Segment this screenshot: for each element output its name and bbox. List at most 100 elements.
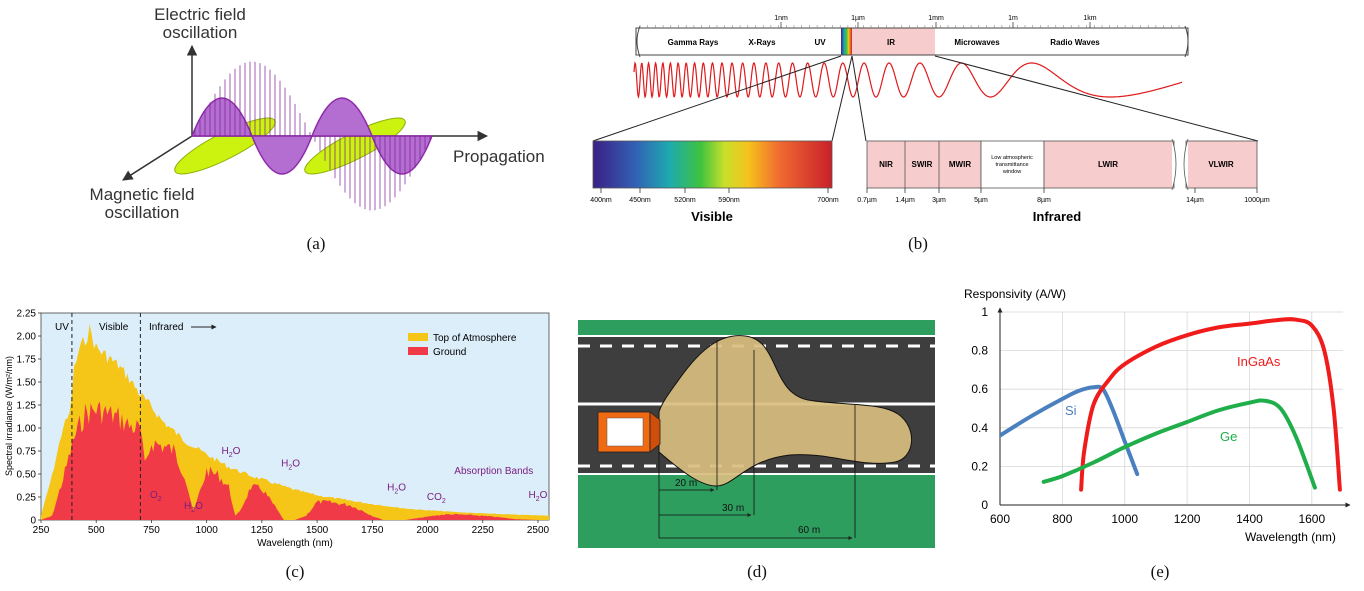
infrared-tick-5: 14µm [1186,197,1204,204]
e-series-line-2 [1041,398,1317,490]
band-x-rays: X-Rays [748,38,776,47]
c-xtick-0: 250 [33,525,50,536]
axis-magnetic [122,135,193,181]
c-xtick-2: 750 [143,525,160,536]
e-ytick-1: 0.2 [971,459,988,473]
c-xtick-5: 1500 [306,525,329,536]
c-xtick-7: 2000 [416,525,439,536]
infrared-title: Infrared [1033,209,1081,224]
visible-tick-4: 700nm [817,197,839,204]
c-annotation-2: O2 [150,490,162,503]
panel-b-em-spectrum: 1nm 1µm 1mm 1m 1km Gamma Rays X-Rays UV IR M… [590,15,1270,253]
electric-field-label-line2: oscillation [163,23,238,42]
e-ytick-2: 0.4 [971,421,988,435]
c-ytick-2: 0.50 [17,470,37,481]
visible-gradient-bar [592,140,833,189]
ir-band-swir: SWIR [912,160,933,169]
c-ytick-4: 1.00 [17,424,37,435]
y-axis-label-e: Responsivity (A/W) [964,287,1066,301]
c-annotation-4: H2O [387,483,406,496]
band-radio-waves: Radio Waves [1050,38,1100,47]
infrared-tick-6: 1000µm [1244,197,1270,204]
infrared-tick-2: 3µm [932,197,946,204]
headlight-beam [658,335,913,487]
legend-top-of-atmosphere: Top of Atmosphere [433,333,517,344]
e-xtick-0: 600 [990,512,1010,526]
label-ge: Ge [1220,429,1237,444]
electric-field-wave [190,61,434,211]
c-xtick-3: 1000 [196,525,219,536]
e-series-line-0 [1000,384,1140,477]
infrared-tick-3: 5µm [974,197,988,204]
c-annotation-3: H2O [184,501,203,514]
distance-30m: 30 m [722,503,744,514]
visible-title: Visible [691,209,733,224]
visible-band-segment [841,28,852,55]
legend-ground: Ground [433,347,466,358]
e-series-line-1 [1079,317,1342,492]
band-ir: IR [887,38,895,47]
c-ytick-1: 0.25 [17,493,37,504]
legend-c: Top of Atmosphere Ground [408,333,517,358]
e-ytick-0: 0 [981,498,988,512]
scale-mark-4: 1km [1083,15,1096,22]
region-infrared: Infrared [149,322,183,333]
region-uv: UV [55,322,69,333]
panel-d-headlight-range: 20 m 30 m 60 m (d) [578,320,935,581]
infrared-tick-4: 8µm [1037,197,1051,204]
c-annotation-0: H2O [221,446,240,459]
ir-band-vlwir: VLWIR [1208,160,1234,169]
distance-60m: 60 m [798,525,820,536]
caption-c: (c) [286,562,305,581]
c-ytick-8: 2.00 [17,332,37,343]
c-ytick-3: 0.75 [17,447,37,458]
c-ytick-0: 0 [30,516,36,527]
window-label-3: window [1002,169,1021,175]
magnetic-field-label-line1: Magnetic field [90,185,195,204]
x-axis-label-e: Wavelength (nm) [1245,530,1336,544]
distance-markers [658,340,856,540]
scale-mark-2: 1mm [928,15,944,22]
label-ingaas: InGaAs [1237,354,1281,369]
magnetic-field-label-line2: oscillation [105,203,180,222]
spectrum-bar: 1nm 1µm 1mm 1m 1km Gamma Rays X-Rays UV IR M… [635,15,1189,58]
e-xtick-2: 1000 [1111,512,1138,526]
scale-mark-3: 1m [1008,15,1018,22]
c-ytick-9: 2.25 [17,309,37,320]
ir-band-lwir: LWIR [1098,160,1118,169]
c-ytick-6: 1.50 [17,378,37,389]
c-xtick-9: 2500 [527,525,550,536]
propagation-label: Propagation [453,147,545,166]
region-visible: Visible [99,322,129,333]
c-annotation-7: Absorption Bands [454,466,533,477]
caption-d: (d) [747,562,767,581]
visible-tick-1: 450nm [629,197,651,204]
e-xtick-3: 1200 [1174,512,1201,526]
ir-band-segment [852,28,935,55]
caption-a: (a) [307,234,326,253]
c-xtick-8: 2250 [472,525,495,536]
panel-a-em-wave: Electric field oscillation Propagation M… [90,5,545,253]
infrared-bar: NIR SWIR MWIR Low atmospheric transmitta… [866,138,1258,191]
e-xtick-4: 1400 [1236,512,1263,526]
c-annotation-6: H2O [528,490,547,503]
c-ytick-7: 1.75 [17,355,37,366]
band-gamma-rays: Gamma Rays [668,38,719,47]
caption-e: (e) [1151,562,1170,581]
y-axis-label-c: Spectral irradiance (W/m²/nm) [4,356,14,476]
window-label-2: transmittance [995,162,1028,168]
series-ground [41,401,549,520]
band-microwaves: Microwaves [954,38,1000,47]
panel-e-responsivity: 600 800 1000 1200 1400 1600 0 0.2 0.4 0.6 0.8 1 Res… [964,287,1351,581]
e-xtick-1: 800 [1052,512,1072,526]
visible-tick-0: 400nm [590,197,612,204]
visible-tick-2: 520nm [674,197,696,204]
c-ytick-5: 1.25 [17,401,37,412]
c-xtick-4: 1250 [251,525,274,536]
scale-mark-1: 1µm [851,15,865,22]
infrared-tick-1: 1.4µm [895,197,915,204]
x-axis-label-c: Wavelength (nm) [257,538,333,549]
c-xtick-6: 1750 [361,525,384,536]
infrared-tick-0: 0.7µm [857,197,877,204]
c-annotation-1: H2O [281,459,300,472]
